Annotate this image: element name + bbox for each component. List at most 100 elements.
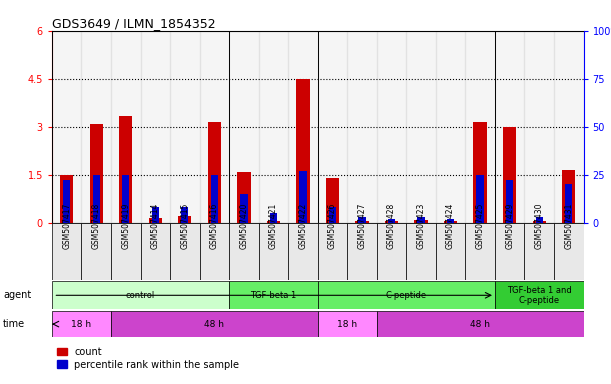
FancyBboxPatch shape [111, 311, 318, 337]
FancyBboxPatch shape [377, 223, 406, 280]
FancyBboxPatch shape [347, 223, 377, 280]
Bar [296, 79, 310, 223]
Text: 48 h: 48 h [204, 319, 224, 329]
Text: GSM507419: GSM507419 [121, 202, 130, 249]
FancyBboxPatch shape [524, 223, 554, 280]
Bar [477, 175, 484, 223]
Bar [524, 31, 554, 223]
Text: GSM507416: GSM507416 [210, 202, 219, 249]
Bar [63, 180, 70, 223]
FancyBboxPatch shape [229, 223, 258, 280]
Bar [447, 219, 454, 223]
FancyBboxPatch shape [81, 223, 111, 280]
Text: GSM507414: GSM507414 [151, 202, 160, 249]
Text: GSM507431: GSM507431 [564, 202, 573, 249]
Bar [326, 178, 339, 223]
Text: GDS3649 / ILMN_1854352: GDS3649 / ILMN_1854352 [52, 17, 216, 30]
Bar [81, 31, 111, 223]
Bar [554, 31, 584, 223]
Bar [356, 221, 368, 223]
Bar [211, 175, 218, 223]
Text: GSM507428: GSM507428 [387, 202, 396, 249]
Bar [385, 221, 398, 223]
FancyBboxPatch shape [495, 223, 524, 280]
Text: GSM507425: GSM507425 [475, 202, 485, 249]
Bar [148, 218, 162, 223]
Bar [536, 217, 543, 223]
FancyBboxPatch shape [288, 223, 318, 280]
Bar [565, 184, 573, 223]
FancyBboxPatch shape [436, 223, 466, 280]
FancyBboxPatch shape [170, 223, 200, 280]
Text: GSM507418: GSM507418 [92, 202, 101, 249]
Bar [60, 175, 73, 223]
Bar [237, 172, 251, 223]
Bar [208, 122, 221, 223]
Bar [562, 170, 576, 223]
Text: TGF-beta 1: TGF-beta 1 [251, 291, 296, 300]
Bar [178, 216, 191, 223]
FancyBboxPatch shape [111, 223, 141, 280]
FancyBboxPatch shape [52, 311, 111, 337]
Bar [229, 31, 258, 223]
Text: GSM507421: GSM507421 [269, 202, 278, 249]
Bar [141, 31, 170, 223]
Text: 48 h: 48 h [470, 319, 490, 329]
Bar [377, 31, 406, 223]
Text: GSM507426: GSM507426 [328, 202, 337, 249]
Legend: count, percentile rank within the sample: count, percentile rank within the sample [57, 347, 240, 369]
FancyBboxPatch shape [229, 281, 318, 309]
FancyBboxPatch shape [495, 281, 584, 309]
Bar [414, 220, 428, 223]
FancyBboxPatch shape [466, 223, 495, 280]
Text: control: control [126, 291, 155, 300]
Bar [119, 116, 133, 223]
Bar [503, 127, 516, 223]
Text: GSM507415: GSM507415 [180, 202, 189, 249]
FancyBboxPatch shape [52, 223, 81, 280]
Bar [347, 31, 377, 223]
Text: TGF-beta 1 and
C-peptide: TGF-beta 1 and C-peptide [507, 286, 571, 305]
Bar [267, 221, 280, 223]
Bar [506, 180, 513, 223]
Bar [152, 207, 159, 223]
Bar [359, 217, 365, 223]
Text: GSM507417: GSM507417 [62, 202, 71, 249]
Bar [52, 31, 81, 223]
Bar [474, 122, 487, 223]
FancyBboxPatch shape [141, 223, 170, 280]
Text: GSM507427: GSM507427 [357, 202, 367, 249]
Text: GSM507430: GSM507430 [535, 202, 544, 249]
FancyBboxPatch shape [318, 311, 377, 337]
FancyBboxPatch shape [406, 223, 436, 280]
Bar [329, 207, 336, 223]
FancyBboxPatch shape [52, 281, 229, 309]
Bar [466, 31, 495, 223]
Bar [388, 219, 395, 223]
FancyBboxPatch shape [318, 281, 495, 309]
Bar [270, 213, 277, 223]
Text: GSM507429: GSM507429 [505, 202, 514, 249]
Bar [122, 175, 130, 223]
Bar [200, 31, 229, 223]
Bar [90, 124, 103, 223]
FancyBboxPatch shape [200, 223, 229, 280]
Bar [240, 194, 247, 223]
Text: C-peptide: C-peptide [386, 291, 427, 300]
Bar [533, 221, 546, 223]
Bar [495, 31, 524, 223]
Bar [181, 207, 188, 223]
Bar [170, 31, 200, 223]
Bar [444, 221, 457, 223]
FancyBboxPatch shape [318, 223, 347, 280]
Text: GSM507420: GSM507420 [240, 202, 249, 249]
Bar [258, 31, 288, 223]
Bar [299, 171, 307, 223]
FancyBboxPatch shape [377, 311, 584, 337]
Text: GSM507423: GSM507423 [417, 202, 426, 249]
FancyBboxPatch shape [554, 223, 584, 280]
Bar [406, 31, 436, 223]
Bar [436, 31, 466, 223]
Bar [417, 217, 425, 223]
Text: 18 h: 18 h [337, 319, 357, 329]
